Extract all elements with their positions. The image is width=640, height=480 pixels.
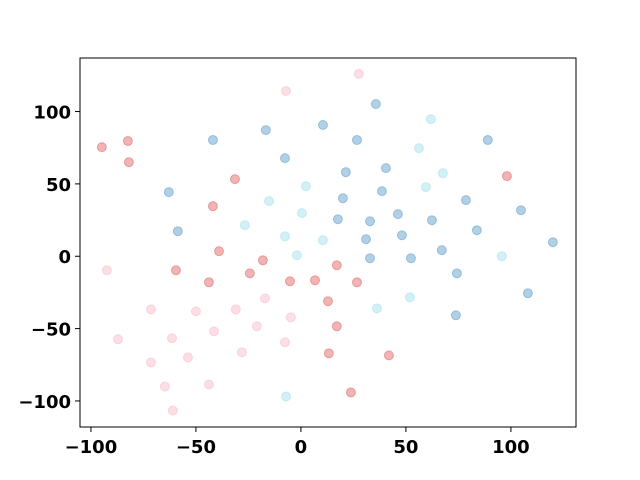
- point: [351, 277, 362, 288]
- point: [296, 208, 307, 219]
- point: [190, 306, 201, 317]
- point: [203, 379, 214, 390]
- point: [145, 357, 156, 368]
- point: [113, 334, 124, 345]
- point: [279, 231, 290, 242]
- point: [425, 114, 436, 125]
- point: [317, 235, 328, 246]
- plot-frame: [79, 57, 577, 428]
- point: [291, 250, 302, 261]
- point: [361, 234, 372, 245]
- point: [239, 220, 250, 231]
- point: [163, 187, 174, 198]
- x-tick-label: −50: [176, 437, 216, 458]
- point: [251, 321, 262, 332]
- point: [145, 304, 156, 315]
- point: [236, 347, 247, 358]
- point: [203, 277, 214, 288]
- point: [501, 171, 512, 182]
- point: [345, 387, 356, 398]
- point: [323, 296, 333, 307]
- point: [436, 245, 447, 256]
- point: [331, 260, 342, 271]
- point: [496, 251, 507, 262]
- point: [300, 181, 311, 192]
- point: [260, 125, 271, 136]
- point: [340, 167, 351, 178]
- point: [317, 119, 328, 130]
- point: [230, 304, 241, 315]
- point: [257, 255, 268, 266]
- x-tick-label: 100: [492, 437, 530, 458]
- y-tick-label: 50: [46, 175, 71, 196]
- point: [337, 193, 348, 204]
- point: [284, 276, 295, 287]
- point: [332, 214, 343, 225]
- point: [214, 246, 225, 257]
- point: [376, 186, 387, 197]
- point: [364, 216, 375, 227]
- point: [451, 268, 462, 279]
- point: [392, 209, 403, 220]
- point: [122, 136, 133, 147]
- point: [323, 348, 334, 359]
- point: [364, 253, 375, 264]
- point: [172, 226, 183, 237]
- y-tick-label: −50: [31, 320, 71, 341]
- point: [167, 405, 178, 416]
- point: [281, 391, 292, 402]
- point: [229, 174, 240, 185]
- point: [380, 163, 391, 174]
- point: [159, 381, 170, 392]
- point: [279, 153, 290, 164]
- point: [351, 135, 362, 146]
- point: [166, 333, 177, 344]
- point: [405, 253, 416, 264]
- point: [450, 310, 461, 321]
- y-tick-label: −100: [18, 392, 71, 413]
- y-tick-label: 100: [33, 103, 71, 124]
- point: [207, 135, 218, 146]
- point: [101, 265, 112, 276]
- point: [522, 288, 533, 299]
- point: [370, 99, 381, 110]
- point: [404, 292, 415, 303]
- point: [482, 135, 493, 146]
- point: [207, 201, 218, 212]
- point: [279, 337, 290, 348]
- point: [281, 85, 292, 96]
- point: [353, 68, 364, 79]
- point: [260, 293, 271, 304]
- point: [263, 196, 274, 207]
- point: [170, 265, 181, 276]
- point: [396, 230, 407, 241]
- x-tick-label: 0: [295, 437, 308, 458]
- point: [426, 215, 437, 226]
- point: [244, 268, 255, 279]
- point: [437, 168, 448, 179]
- point: [182, 352, 193, 363]
- point: [371, 303, 382, 314]
- y-tick-label: 0: [58, 247, 71, 268]
- point: [331, 321, 342, 332]
- point: [123, 157, 134, 168]
- point: [471, 225, 482, 236]
- point: [285, 312, 296, 323]
- point: [96, 142, 107, 153]
- x-tick-label: 50: [393, 437, 418, 458]
- point: [547, 237, 558, 248]
- x-tick-label: −100: [65, 437, 118, 458]
- point: [460, 195, 471, 206]
- point: [208, 326, 219, 337]
- point: [413, 143, 424, 154]
- point: [515, 205, 526, 216]
- point: [383, 350, 394, 361]
- point: [309, 275, 320, 286]
- point: [420, 182, 431, 193]
